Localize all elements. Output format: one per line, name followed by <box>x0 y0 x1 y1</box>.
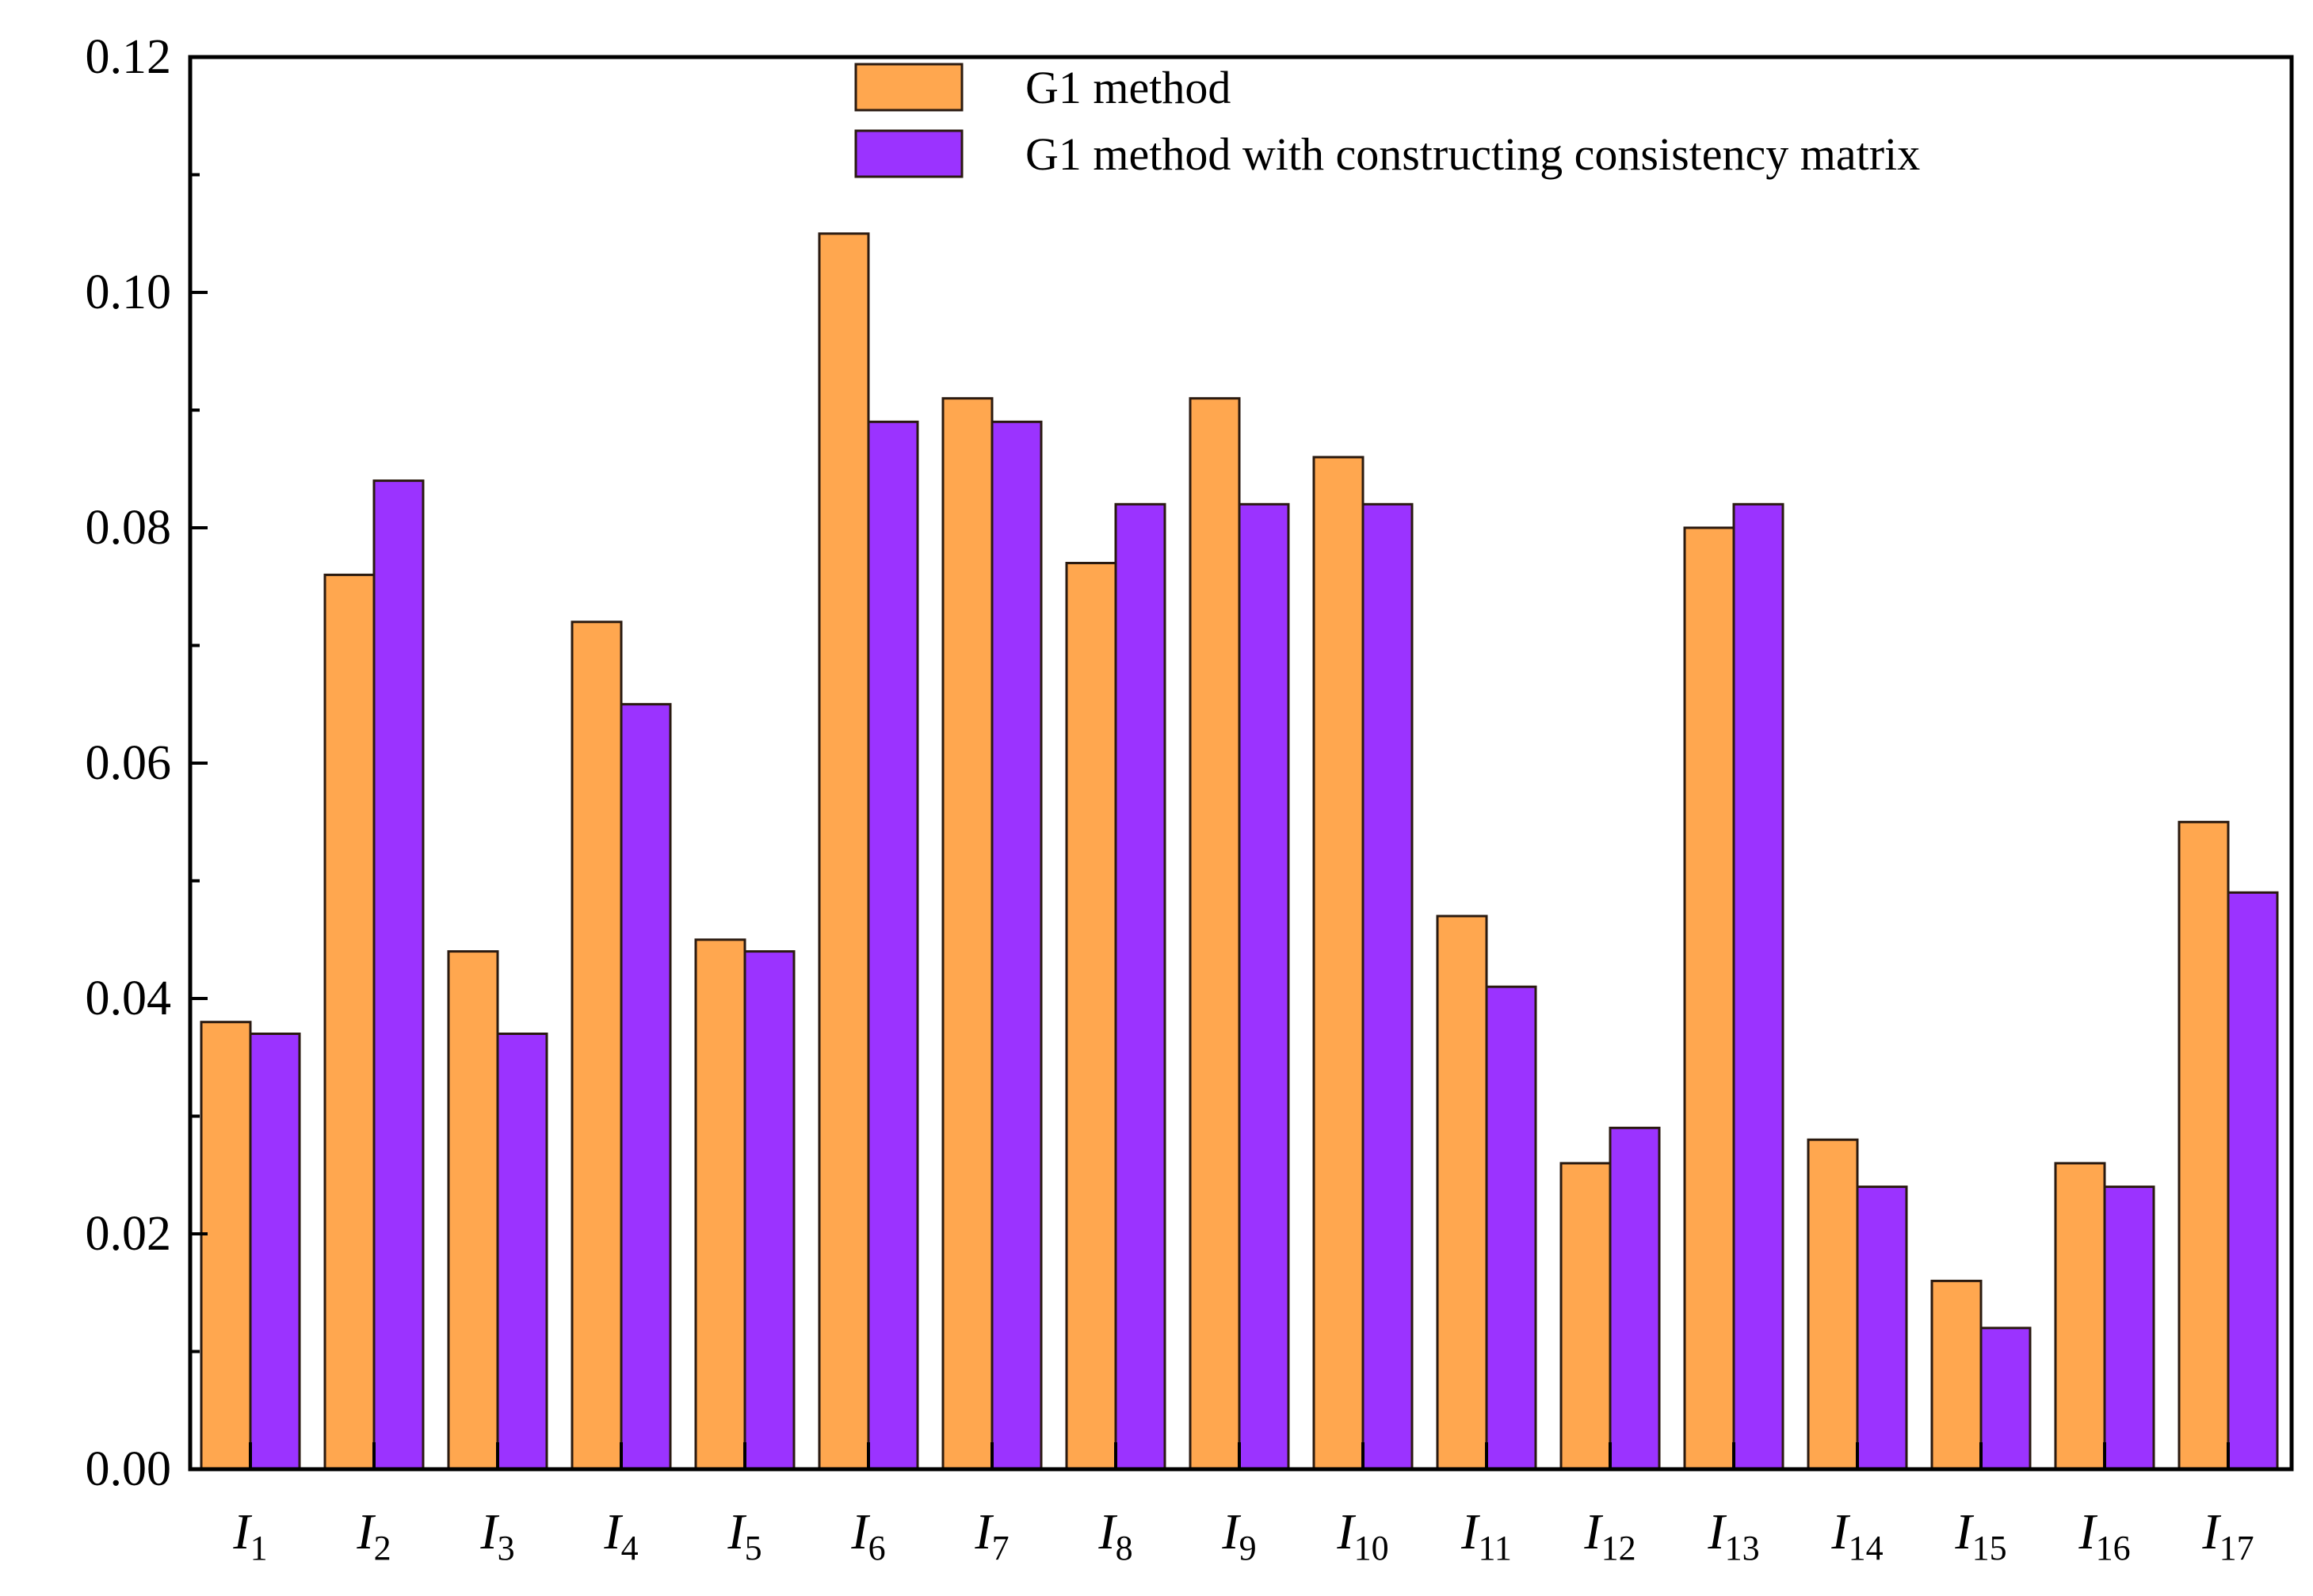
bar-series1-I13 <box>1683 526 1735 1471</box>
bar-series1-I6 <box>818 232 870 1471</box>
x-category-label: I5 <box>727 1503 761 1567</box>
bar-series1-I3 <box>447 950 499 1471</box>
x-category-label: I16 <box>2078 1503 2130 1567</box>
bar-series1-I12 <box>1559 1162 1612 1471</box>
bar-series2-I2 <box>372 479 425 1471</box>
y-tick-label: 0.00 <box>86 1442 172 1496</box>
x-category-label: I17 <box>2201 1503 2254 1567</box>
x-category-label: I3 <box>479 1503 514 1567</box>
bar-series2-I11 <box>1485 985 1537 1471</box>
bar-series1-I8 <box>1065 562 1117 1471</box>
x-category-label: I9 <box>1221 1503 1256 1567</box>
bar-series2-I6 <box>867 420 919 1471</box>
bar-series2-I13 <box>1732 502 1784 1471</box>
ticks-layer: 0.00 0.02 0.04 0.06 0.08 0.10 0.12 I1 I2 I3 I4 I5 I6… <box>86 30 2254 1567</box>
bar-series1-I17 <box>2178 820 2230 1471</box>
bar-series1-I5 <box>694 938 746 1471</box>
bar-series2-I17 <box>2227 891 2279 1471</box>
x-category-label: I4 <box>603 1503 638 1567</box>
legend-label-g1-method: G1 method <box>1025 62 1231 113</box>
bar-series1-I1 <box>200 1021 252 1471</box>
x-category-label: I12 <box>1583 1503 1636 1567</box>
bar-series2-I14 <box>1856 1186 1908 1471</box>
bar-series1-I10 <box>1312 456 1365 1471</box>
bar-series1-I9 <box>1189 397 1241 1471</box>
y-tick-label: 0.04 <box>86 972 172 1025</box>
bar-series2-I1 <box>249 1033 301 1471</box>
bar-series2-I16 <box>2103 1186 2155 1471</box>
legend-swatch-g1-consistency-matrix <box>854 129 964 178</box>
bar-series1-I16 <box>2054 1162 2106 1471</box>
legend-label-g1-consistency-matrix: G1 method with constructing consistency … <box>1025 128 1920 180</box>
bar-series2-I3 <box>496 1033 548 1471</box>
bar-series2-I10 <box>1361 502 1414 1471</box>
x-category-label: I7 <box>974 1503 1009 1567</box>
x-category-label: I8 <box>1097 1503 1132 1567</box>
y-tick-label: 0.06 <box>86 736 172 790</box>
bar-series2-I12 <box>1609 1126 1661 1471</box>
x-category-label: I6 <box>850 1503 885 1567</box>
x-category-label: I14 <box>1830 1503 1883 1567</box>
bars-layer <box>200 232 2279 1471</box>
bar-series1-I11 <box>1436 914 1488 1471</box>
bar-series2-I4 <box>620 703 672 1471</box>
bar-series2-I7 <box>990 420 1043 1471</box>
bar-series1-I4 <box>571 620 623 1471</box>
x-category-label: I13 <box>1707 1503 1759 1567</box>
bar-series1-I15 <box>1930 1279 1983 1471</box>
bar-series2-I9 <box>1238 502 1290 1471</box>
bar-series2-I15 <box>1979 1327 2032 1471</box>
bar-series1-I2 <box>323 573 376 1471</box>
x-category-label: I2 <box>356 1503 391 1567</box>
bar-series1-I14 <box>1807 1138 1859 1471</box>
y-tick-label: 0.10 <box>86 265 172 319</box>
x-category-label: I1 <box>232 1503 267 1567</box>
x-category-label: I11 <box>1460 1503 1512 1567</box>
bar-series2-I5 <box>743 950 796 1471</box>
legend-swatch-g1-method <box>854 63 964 112</box>
bar-series2-I8 <box>1114 502 1166 1471</box>
bar-series1-I7 <box>941 397 994 1471</box>
y-tick-label: 0.12 <box>86 30 172 84</box>
legend: G1 method G1 method with constructing co… <box>854 62 1920 180</box>
y-tick-label: 0.02 <box>86 1207 172 1261</box>
y-tick-label: 0.08 <box>86 501 172 555</box>
x-category-label: I10 <box>1336 1503 1388 1567</box>
x-category-label: I15 <box>1954 1503 2006 1567</box>
